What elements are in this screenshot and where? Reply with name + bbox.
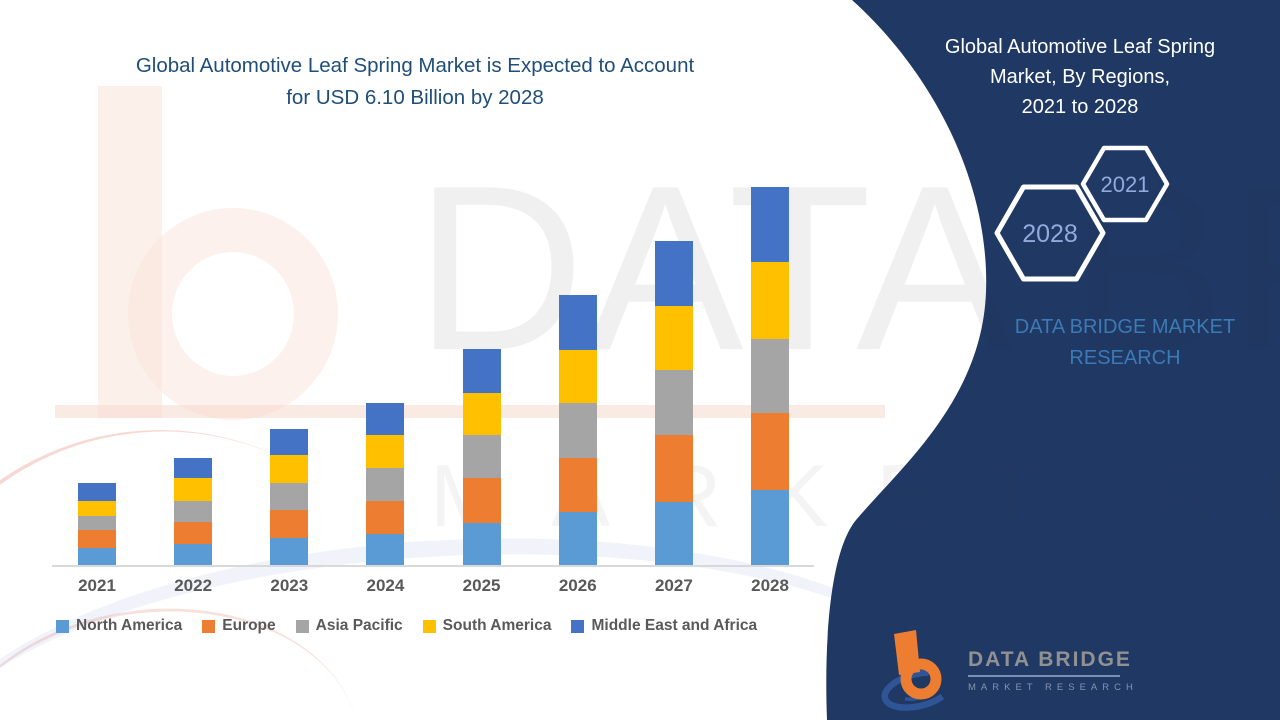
hexagon-2028 — [994, 184, 1106, 282]
bar-segment-asia-pacific-2026 — [558, 402, 597, 458]
hexagon-2028-label: 2028 — [1022, 220, 1078, 248]
hexagon-2021-label: 2021 — [1101, 172, 1150, 197]
legend-label: Middle East and Africa — [591, 617, 758, 634]
logo-text: DATA BRIDGE MARKET RESEARCH — [968, 648, 1138, 693]
bar-segment-asia-pacific-2025 — [462, 435, 501, 478]
bar-segment-north-america-2025 — [462, 522, 501, 565]
dbmr-logo-icon — [881, 630, 955, 711]
bar-2022 — [174, 457, 213, 565]
chart-title-line1: Global Automotive Leaf Spring Market is … — [135, 54, 695, 77]
brand-wordmark: DATA BRIDGE MARKET RESEARCH — [950, 312, 1280, 374]
bar-segment-north-america-2028 — [751, 489, 790, 565]
bar-segment-middle-east-and-africa-2024 — [366, 402, 405, 436]
hexagon-2021 — [1080, 145, 1170, 223]
bar-segment-middle-east-and-africa-2027 — [654, 241, 693, 306]
legend-item-europe: Europe — [202, 617, 276, 635]
bar-segment-asia-pacific-2021 — [78, 516, 116, 530]
bar-2028 — [751, 186, 790, 565]
bar-2024 — [366, 402, 405, 565]
x-axis-label-2022: 2022 — [174, 576, 213, 595]
logo-b-bowl-icon — [900, 658, 942, 700]
bar-segment-middle-east-and-africa-2028 — [751, 186, 790, 263]
bar-segment-europe-2026 — [558, 457, 597, 512]
bar-segment-north-america-2026 — [558, 511, 597, 565]
panel-title-line3: 2021 to 2028 — [1021, 96, 1139, 118]
stacked-bar-chart — [55, 180, 815, 565]
bar-segment-south-america-2028 — [751, 262, 790, 339]
logo-subtitle: MARKET RESEARCH — [968, 681, 1138, 693]
bar-2027 — [654, 241, 693, 565]
bar-2023 — [270, 428, 309, 565]
dbmr-logo: DATA BRIDGE MARKET RESEARCH — [880, 625, 1170, 715]
legend-label: Asia Pacific — [315, 617, 403, 634]
bar-2026 — [558, 294, 597, 565]
chart-title: Global Automotive Leaf Spring Market is … — [20, 50, 810, 114]
legend-label: South America — [442, 617, 552, 634]
legend-swatch-icon — [571, 619, 585, 633]
bar-segment-south-america-2024 — [366, 435, 405, 469]
bar-segment-asia-pacific-2027 — [654, 370, 693, 436]
legend-item-north-america: North America — [56, 617, 182, 635]
brand-line2: RESEARCH — [1069, 347, 1181, 369]
panel-title-line2: Market, By Regions, — [989, 66, 1171, 88]
bar-segment-europe-2023 — [270, 509, 309, 538]
bar-segment-asia-pacific-2022 — [174, 501, 213, 522]
panel-title-line1: Global Automotive Leaf Spring — [944, 36, 1216, 58]
x-axis-label-2023: 2023 — [270, 576, 309, 595]
logo-divider — [968, 674, 1120, 677]
bar-segment-north-america-2023 — [270, 537, 309, 565]
bar-2025 — [462, 348, 501, 565]
legend-swatch-icon — [422, 619, 436, 633]
bar-segment-europe-2022 — [174, 521, 213, 544]
x-axis-label-2028: 2028 — [751, 576, 789, 595]
bar-segment-europe-2027 — [654, 435, 693, 502]
bar-segment-middle-east-and-africa-2026 — [558, 294, 597, 350]
bar-segment-south-america-2021 — [78, 500, 116, 517]
legend-label: North America — [76, 617, 183, 634]
bar-segment-europe-2025 — [462, 477, 501, 523]
bar-segment-south-america-2026 — [558, 349, 597, 403]
bar-segment-north-america-2027 — [654, 501, 693, 565]
x-axis-line — [52, 565, 814, 567]
legend-swatch-icon — [56, 619, 69, 633]
bar-segment-north-america-2024 — [366, 534, 405, 565]
legend-item-south-america: South America — [422, 617, 552, 635]
x-axis-label-2021: 2021 — [78, 576, 116, 595]
legend-item-middle-east-and-africa: Middle East and Africa — [571, 617, 757, 635]
legend-label: Europe — [222, 617, 276, 634]
chart-legend: North America Europe Asia Pacific South Ame… — [56, 617, 757, 635]
bar-segment-europe-2024 — [366, 501, 405, 534]
bar-2021 — [78, 483, 116, 565]
bar-segment-europe-2021 — [78, 529, 116, 548]
logo-name: DATA BRIDGE — [968, 647, 1132, 671]
x-axis-label-2024: 2024 — [366, 576, 405, 595]
legend-item-asia-pacific: Asia Pacific — [295, 617, 403, 635]
bar-segment-south-america-2023 — [270, 454, 309, 483]
bar-segment-middle-east-and-africa-2021 — [78, 483, 116, 501]
bar-segment-north-america-2022 — [174, 543, 213, 565]
bar-segment-south-america-2022 — [174, 477, 213, 502]
x-axis-label-2027: 2027 — [654, 576, 693, 595]
bar-segment-middle-east-and-africa-2023 — [270, 428, 309, 455]
panel-title: Global Automotive Leaf Spring Market, By… — [890, 32, 1270, 122]
x-axis-label-2025: 2025 — [462, 576, 501, 595]
bar-segment-asia-pacific-2028 — [751, 338, 790, 414]
bar-segment-south-america-2025 — [462, 392, 501, 436]
bar-segment-south-america-2027 — [654, 305, 693, 371]
brand-line1: DATA BRIDGE MARKET — [1014, 316, 1236, 338]
legend-swatch-icon — [295, 619, 309, 633]
chart-title-line2: for USD 6.10 Billion by 2028 — [286, 86, 544, 109]
year-hexagons: 2028 2021 — [994, 145, 1170, 282]
bar-segment-asia-pacific-2024 — [366, 468, 405, 502]
x-axis-label-2026: 2026 — [558, 576, 597, 595]
bar-segment-middle-east-and-africa-2022 — [174, 457, 213, 478]
bar-segment-north-america-2021 — [78, 547, 116, 565]
bar-segment-middle-east-and-africa-2025 — [462, 348, 501, 393]
logo-swirl-icon — [881, 669, 955, 711]
bar-segment-asia-pacific-2023 — [270, 482, 309, 510]
legend-swatch-icon — [202, 619, 216, 633]
bar-segment-europe-2028 — [751, 413, 790, 490]
